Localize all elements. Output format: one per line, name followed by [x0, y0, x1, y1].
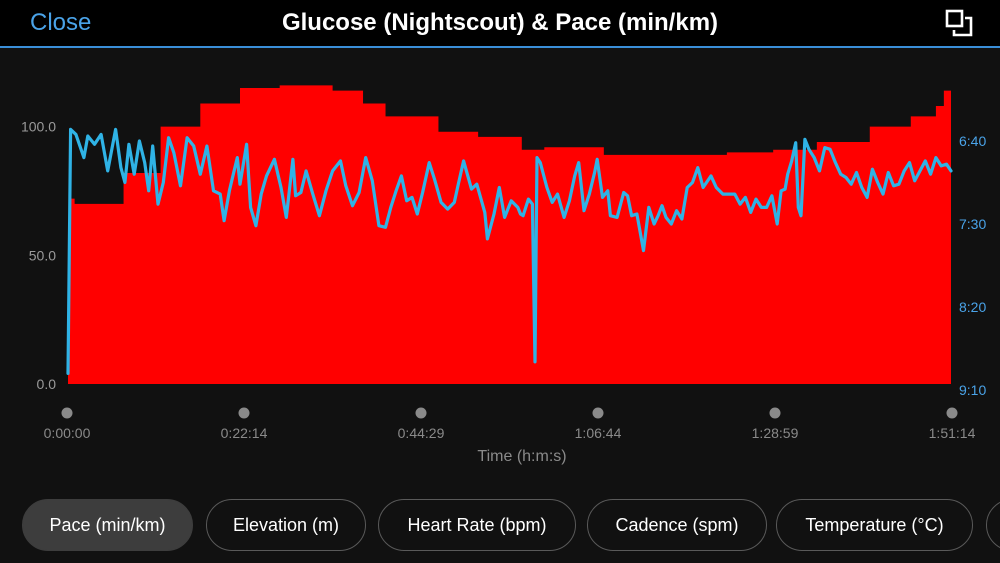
top-bar: Close Glucose (Nightscout) & Pace (min/k…	[0, 0, 1000, 48]
x-axis-tick-dot	[946, 407, 958, 419]
x-axis-title: Time (h:m:s)	[477, 448, 566, 465]
glucose-pace-chart[interactable]: 100.0 50.0 0.0 6:40 7:30 8:20 9:10 0:00:00 0:22:…	[0, 48, 1000, 478]
x-axis-tick-dot	[238, 407, 250, 419]
x-axis-tick-label: 1:06:44	[575, 425, 622, 441]
right-axis-tick-label: 7:30	[959, 216, 986, 232]
x-axis-tick-label: 0:44:29	[398, 425, 445, 441]
x-axis-tick-label: 0:22:14	[221, 425, 268, 441]
x-axis-tick-dot	[61, 407, 73, 419]
x-axis-tick-dot	[415, 407, 427, 419]
tab-temperature[interactable]: Temperature (°C)	[776, 499, 973, 551]
left-axis-tick-label: 100.0	[21, 119, 56, 135]
right-axis-tick-label: 6:40	[959, 133, 986, 149]
x-axis-tick-label: 1:51:14	[929, 425, 976, 441]
x-axis-tick-label: 0:00:00	[44, 425, 91, 441]
chart-area: 100.0 50.0 0.0 6:40 7:30 8:20 9:10 0:00:00 0:22:…	[0, 48, 1000, 478]
expand-icon[interactable]	[944, 9, 974, 39]
tab-more[interactable]	[986, 499, 1000, 551]
right-axis-tick-label: 9:10	[959, 382, 986, 398]
pace-line	[66, 127, 953, 375]
x-axis-tick-label: 1:28:59	[752, 425, 799, 441]
x-axis-tick-dot	[592, 407, 604, 419]
x-axis-tick-dot	[769, 407, 781, 419]
close-button[interactable]: Close	[30, 9, 92, 36]
tab-elevation[interactable]: Elevation (m)	[206, 499, 366, 551]
tab-pace[interactable]: Pace (min/km)	[22, 499, 193, 551]
left-axis-tick-label: 50.0	[29, 247, 56, 263]
tab-cadence[interactable]: Cadence (spm)	[587, 499, 767, 551]
metric-tabs: Pace (min/km) Elevation (m) Heart Rate (…	[0, 499, 1000, 555]
left-axis-tick-label: 0.0	[37, 376, 57, 392]
page-title: Glucose (Nightscout) & Pace (min/km)	[281, 9, 719, 36]
tab-heart-rate[interactable]: Heart Rate (bpm)	[378, 499, 576, 551]
right-axis-tick-label: 8:20	[959, 299, 986, 315]
glucose-area	[68, 85, 951, 384]
